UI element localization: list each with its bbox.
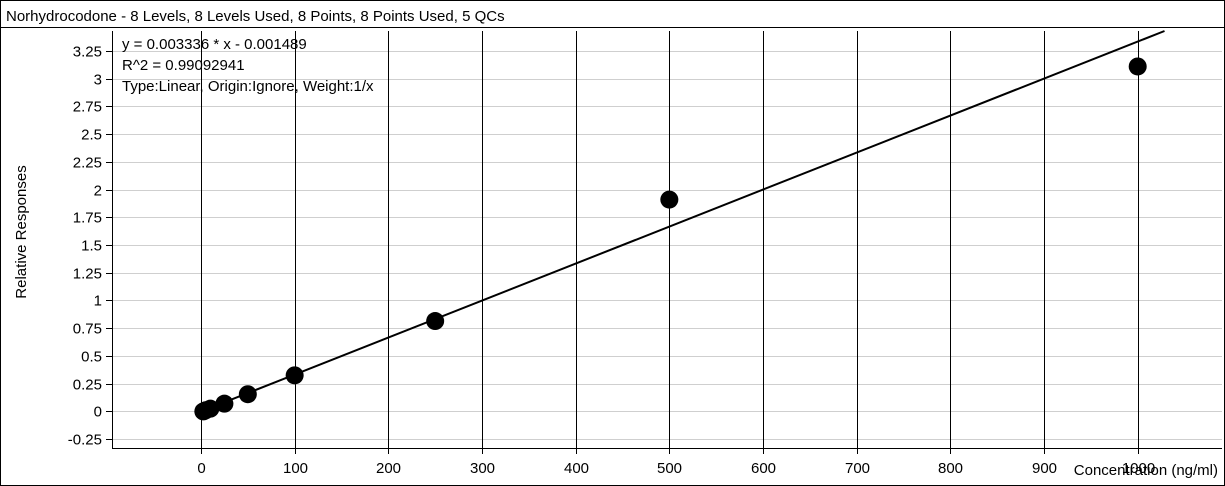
x-axis-label: Concentration (ng/ml) (1074, 462, 1218, 479)
annotation-block: y = 0.003336 * x - 0.001489 R^2 = 0.9909… (122, 36, 374, 95)
x-tick-label: 100 (283, 460, 308, 477)
x-tick-label: 700 (845, 460, 870, 477)
fit-line (200, 30, 1165, 413)
x-tick-label: 600 (751, 460, 776, 477)
y-tick-label: 1.5 (81, 238, 102, 255)
data-point (285, 366, 304, 385)
x-tick-label: 800 (938, 460, 963, 477)
y-tick-label: 3.25 (73, 44, 102, 61)
x-tick-label: 400 (564, 460, 589, 477)
r-squared: R^2 = 0.99092941 (122, 57, 245, 74)
y-tick-label: 2.25 (73, 155, 102, 172)
x-tick-label: 0 (197, 460, 205, 477)
y-tick-label: 3 (94, 72, 102, 89)
y-tick-label: 1.25 (73, 266, 102, 283)
y-tick-label: 2.5 (81, 127, 102, 144)
y-tick-label: -0.25 (68, 432, 102, 449)
data-point (1128, 57, 1147, 76)
data-point (426, 312, 445, 331)
y-tick-label: 2.75 (73, 99, 102, 116)
fit-equation: y = 0.003336 * x - 0.001489 (122, 36, 307, 53)
data-point (215, 394, 234, 413)
y-tick-label: 2 (94, 183, 102, 200)
y-axis-label: Relative Responses (13, 165, 30, 298)
y-tick-label: 0.5 (81, 349, 102, 366)
x-tick-label: 200 (376, 460, 401, 477)
fit-type: Type:Linear, Origin:Ignore, Weight:1/x (122, 78, 374, 95)
data-point (238, 385, 257, 404)
y-tick-label: 0.25 (73, 377, 102, 394)
plot-area: 3.25 3 2.75 2.5 2.25 2 1.75 1.5 1.25 1 0.75 0.5 0.25… (68, 30, 1222, 477)
x-tick-label: 900 (1032, 460, 1057, 477)
x-tick-label: 1000 (1122, 460, 1155, 477)
y-tick-label: 1 (94, 293, 102, 310)
data-point (201, 399, 220, 418)
chart-title: Norhydrocodone - 8 Levels, 8 Levels Used… (6, 8, 505, 25)
y-tick-label: 1.75 (73, 210, 102, 227)
y-tick-label: 0.75 (73, 321, 102, 338)
x-tick-label: 300 (470, 460, 495, 477)
data-point (660, 190, 679, 209)
x-tick-label: 500 (657, 460, 682, 477)
y-tick-label: 0 (94, 404, 102, 421)
